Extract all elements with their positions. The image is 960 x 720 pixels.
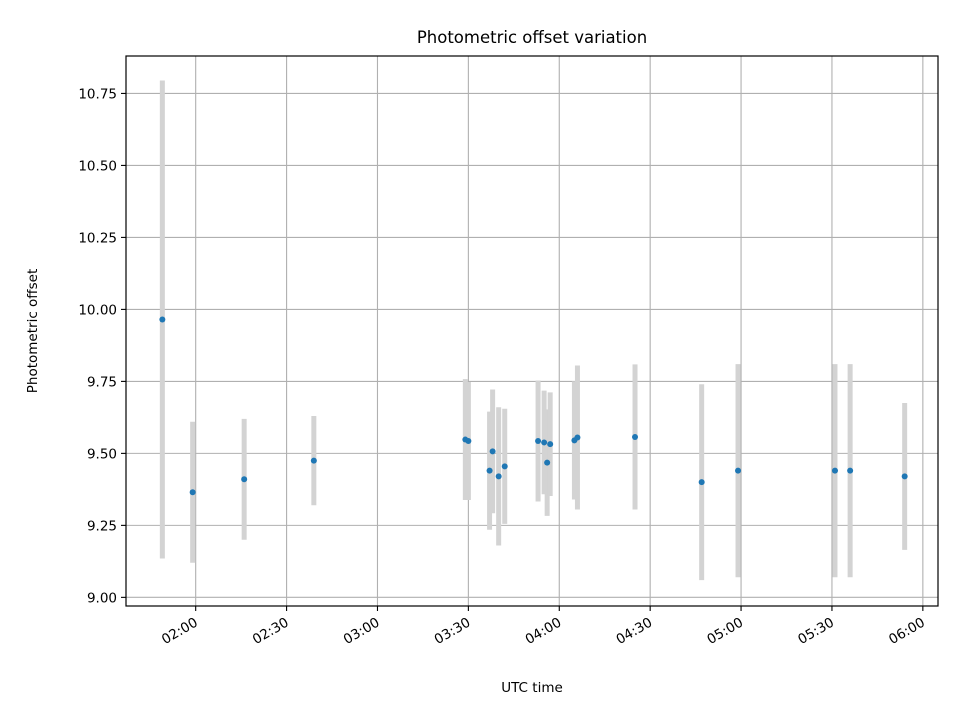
data-point	[465, 438, 472, 444]
data-point	[241, 476, 248, 483]
y-tick-label: 10.25	[78, 230, 117, 246]
data-point	[489, 448, 496, 455]
plot-frame	[125, 55, 939, 607]
y-axis-ticks: 9.00 9.25 9.50 9.75 10.00 10.25 10.50 10.75	[78, 86, 126, 606]
chart-title: Photometric offset variation	[417, 28, 647, 47]
data-point	[698, 479, 705, 486]
y-tick-label: 9.75	[87, 374, 117, 390]
data-point	[735, 467, 742, 474]
y-tick-label: 10.00	[78, 302, 117, 318]
y-tick-label: 10.75	[78, 86, 117, 102]
y-tick-label: 10.50	[78, 158, 117, 174]
y-tick-label: 9.50	[87, 446, 117, 462]
y-axis-label: Photometric offset	[25, 269, 41, 393]
data-point	[501, 463, 508, 470]
grid	[126, 56, 938, 606]
data-point	[495, 473, 502, 480]
data-point	[310, 457, 317, 464]
data-point	[574, 434, 581, 441]
data-point	[831, 467, 838, 474]
data-point	[901, 473, 908, 480]
data-point	[847, 467, 854, 474]
data-point	[541, 439, 548, 446]
x-axis-label: UTC time	[501, 680, 563, 696]
data-point	[544, 459, 551, 466]
y-tick-label: 9.00	[87, 590, 117, 606]
data-point	[486, 467, 493, 474]
data-points	[159, 316, 908, 496]
data-point	[547, 441, 554, 448]
data-point	[535, 438, 542, 444]
y-tick-label: 9.25	[87, 518, 117, 534]
data-point	[632, 433, 639, 440]
data-point	[189, 489, 196, 496]
data-point	[159, 316, 166, 323]
